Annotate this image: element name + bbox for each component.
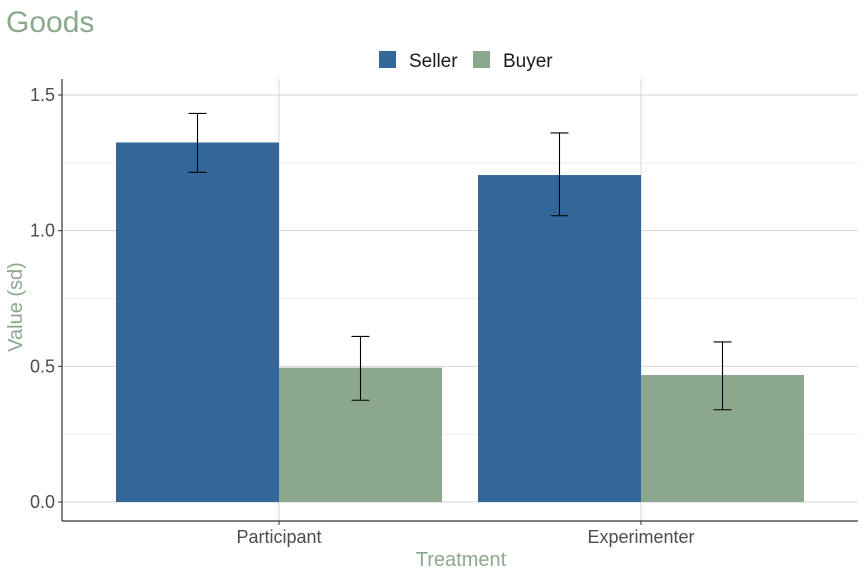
legend-item-buyer: Buyer — [473, 51, 553, 72]
x-tick-label: Participant — [236, 527, 321, 547]
x-tick-label: Experimenter — [587, 527, 694, 547]
error-bar-buyer-participant — [351, 335, 370, 401]
y-tick-label: 1.5 — [30, 85, 55, 105]
legend-swatch — [473, 51, 490, 68]
y-axis-label: Value (sd) — [5, 262, 27, 352]
y-tick-label: 0.0 — [30, 492, 55, 512]
legend-label: Buyer — [503, 51, 553, 72]
error-bar-seller-experimenter — [550, 132, 569, 217]
error-bar-buyer-experimenter — [713, 341, 732, 411]
y-tick-label: 0.5 — [30, 356, 55, 376]
legend-swatch — [379, 51, 396, 68]
bars — [116, 142, 804, 502]
bar-seller-participant — [116, 142, 279, 502]
chart-title: Goods — [6, 6, 94, 39]
y-tick-label: 1.0 — [30, 221, 55, 241]
legend: Seller Buyer — [379, 51, 553, 72]
error-bars — [188, 112, 732, 411]
x-axis-label: Treatment — [416, 549, 507, 571]
legend-label: Seller — [409, 51, 458, 72]
error-bar-seller-participant — [188, 112, 207, 173]
bar-seller-experimenter — [478, 175, 641, 502]
legend-item-seller: Seller — [379, 51, 458, 72]
axes — [58, 79, 858, 525]
tick-labels: 0.0 0.5 1.0 1.5 Participant Experimenter — [30, 85, 695, 547]
